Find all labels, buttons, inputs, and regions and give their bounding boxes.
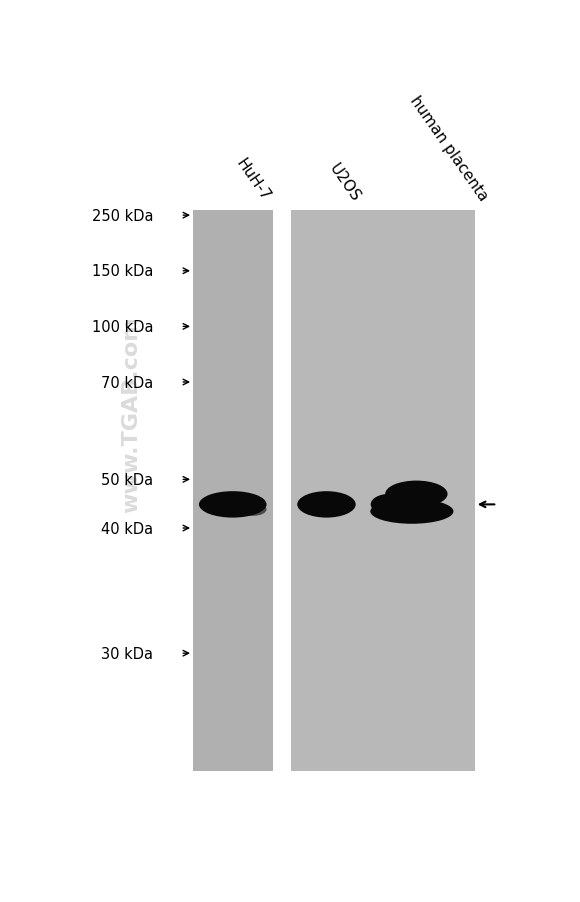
Ellipse shape bbox=[297, 492, 356, 518]
Text: 150 kDa: 150 kDa bbox=[92, 264, 153, 279]
Text: human placenta: human placenta bbox=[407, 94, 491, 204]
Ellipse shape bbox=[370, 500, 454, 524]
Ellipse shape bbox=[240, 503, 267, 516]
Text: 30 kDa: 30 kDa bbox=[102, 646, 153, 661]
Ellipse shape bbox=[371, 494, 408, 515]
Text: 250 kDa: 250 kDa bbox=[92, 208, 153, 224]
Bar bbox=[193, 211, 273, 771]
Text: 70 kDa: 70 kDa bbox=[101, 375, 153, 390]
Text: 50 kDa: 50 kDa bbox=[102, 473, 153, 487]
Text: www.TGAB.com: www.TGAB.com bbox=[121, 316, 141, 512]
Ellipse shape bbox=[199, 492, 267, 518]
Text: 40 kDa: 40 kDa bbox=[102, 521, 153, 536]
Text: 100 kDa: 100 kDa bbox=[92, 319, 153, 335]
Text: HuH-7: HuH-7 bbox=[233, 156, 273, 204]
Ellipse shape bbox=[385, 481, 448, 508]
Text: U2OS: U2OS bbox=[327, 161, 363, 204]
Bar bbox=[291, 211, 475, 771]
